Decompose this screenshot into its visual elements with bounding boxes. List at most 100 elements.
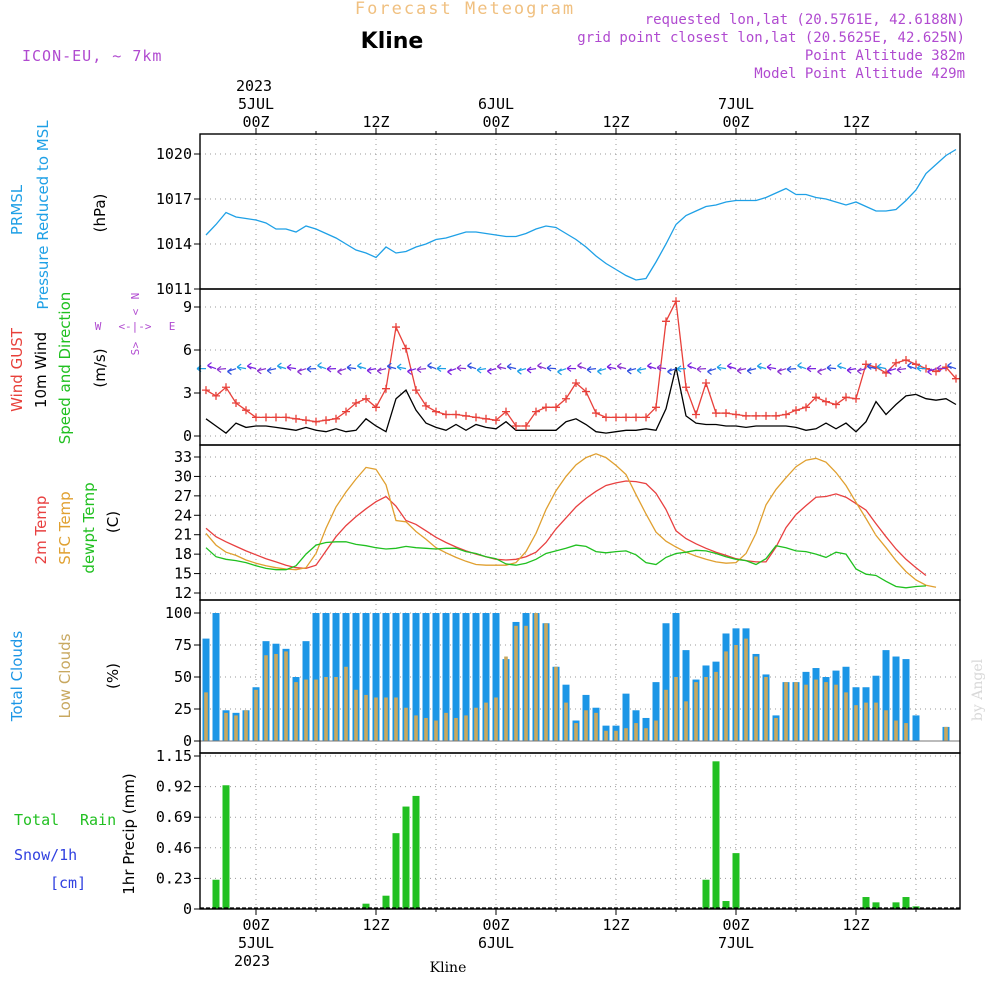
- gust-marker: [522, 421, 530, 430]
- total-cloud-bar: [352, 613, 360, 741]
- compass-vbar-bot: >: [129, 341, 142, 348]
- low-cloud-bar: [554, 666, 558, 741]
- x-tick-date-top: 6JUL: [478, 95, 514, 113]
- gust-marker: [452, 410, 460, 419]
- low-cloud-bar: [354, 689, 358, 741]
- x-tick-label-bottom: 00Z: [242, 916, 269, 934]
- rain-bar: [722, 901, 730, 909]
- low-cloud-bar: [564, 702, 568, 741]
- wind-arrow-head: [616, 362, 622, 370]
- low-cloud-bar: [864, 702, 868, 741]
- gust-marker: [842, 393, 850, 402]
- gust-marker: [542, 403, 550, 412]
- precipitation-panel-frame: [199, 752, 961, 910]
- low-cloud-bar: [514, 625, 518, 741]
- label-speed-direction: Speed and Direction: [56, 292, 74, 445]
- wind-arrow-head: [246, 362, 252, 370]
- gust-marker: [782, 410, 790, 419]
- wind-arrow-head: [266, 367, 272, 375]
- low-cloud-bar: [654, 720, 658, 741]
- x-tick-date-top: 5JUL: [238, 95, 274, 113]
- gust-marker: [352, 399, 360, 408]
- forecast-meteogram-title: Forecast Meteogram: [355, 0, 575, 19]
- wind-direction-arrow: [546, 367, 557, 370]
- total-cloud-bar: [472, 613, 480, 741]
- wind-arrow-head: [227, 368, 232, 375]
- wind-arrow-head: [687, 362, 692, 370]
- compass-vbar-top: <: [129, 308, 142, 315]
- rain-bar: [892, 902, 900, 909]
- rain-bar: [222, 785, 230, 909]
- total-cloud-bar: [682, 650, 690, 741]
- wind-arrow-head: [927, 368, 932, 376]
- x-tick-label-bottom: 12Z: [362, 916, 389, 934]
- x-tick-label-top: 00Z: [242, 113, 269, 131]
- low-cloud-bar: [694, 682, 698, 741]
- low-cloud-bar: [594, 712, 598, 741]
- wind-direction-arrow: [637, 368, 647, 371]
- low-cloud-bar: [904, 723, 908, 741]
- wind-arrow-head: [786, 365, 792, 373]
- gust-marker: [672, 297, 680, 306]
- gust-marker: [642, 413, 650, 422]
- gust-marker: [402, 344, 410, 353]
- gust-marker: [462, 411, 470, 420]
- rain-bar: [402, 806, 410, 909]
- low-cloud-bar: [774, 717, 778, 741]
- low-cloud-bar: [764, 677, 768, 741]
- low-cloud-bar: [314, 679, 318, 741]
- total-cloud-bar: [882, 650, 890, 741]
- wind-arrow-head: [537, 362, 542, 370]
- wind-direction-arrow: [216, 368, 227, 371]
- gust-marker: [332, 414, 340, 423]
- requested-coords: requested lon,lat (20.5761E, 42.6188N): [645, 12, 965, 28]
- low-cloud-bar: [854, 705, 858, 741]
- precipitation-ytick-label: 0.46: [156, 839, 192, 857]
- low-cloud-bar: [834, 684, 838, 741]
- low-cloud-bar: [504, 656, 508, 741]
- wind-arrow-head: [806, 365, 812, 373]
- wind-arrow-head: [467, 362, 472, 370]
- wind-arrow-head: [346, 364, 352, 371]
- gust-marker: [622, 413, 630, 422]
- wind-direction-arrow: [696, 368, 707, 370]
- low-cloud-bar: [524, 625, 528, 741]
- temperature-ytick-label: 24: [174, 506, 192, 524]
- low-cloud-bar: [244, 710, 248, 741]
- low-cloud-bar: [804, 684, 808, 741]
- gust-marker: [482, 414, 490, 423]
- wind-arrow-head: [597, 367, 602, 375]
- wind-arrow-head: [707, 368, 712, 376]
- wind-arrow-head: [577, 362, 582, 370]
- low-cloud-bar: [744, 638, 748, 741]
- wind-arrow-head: [357, 362, 362, 370]
- rain-bar: [412, 795, 420, 909]
- temperature-ytick-label: 12: [174, 584, 192, 602]
- gust-marker: [852, 394, 860, 403]
- wind-arrow-head: [817, 368, 822, 376]
- gust-marker: [372, 403, 380, 412]
- low-cloud-bar: [714, 671, 718, 741]
- wind-direction-arrow: [527, 368, 537, 371]
- label-snow: Snow/1h: [14, 846, 77, 864]
- wind-arrow-head: [236, 363, 242, 371]
- label-sfc-temp: SFC Temp: [56, 491, 74, 564]
- wind-direction-arrow: [767, 366, 777, 370]
- gust-marker: [412, 386, 420, 395]
- total-cloud-bar: [392, 613, 400, 741]
- wind-arrow-head: [297, 368, 302, 376]
- pressure-panel-frame: [199, 133, 961, 290]
- gust-marker: [512, 421, 520, 430]
- wind-arrow-head: [887, 367, 892, 375]
- total-cloud-bar: [212, 613, 220, 741]
- compass-s: S: [129, 349, 142, 356]
- pressure-ytick-label: 1011: [156, 280, 192, 298]
- wind-arrow-head: [427, 362, 432, 370]
- wind-direction-arrow: [877, 366, 887, 370]
- temp-line-1: [205, 453, 937, 588]
- rain-bar: [362, 903, 370, 909]
- total-cloud-bar: [902, 659, 910, 741]
- low-cloud-bar: [424, 717, 428, 741]
